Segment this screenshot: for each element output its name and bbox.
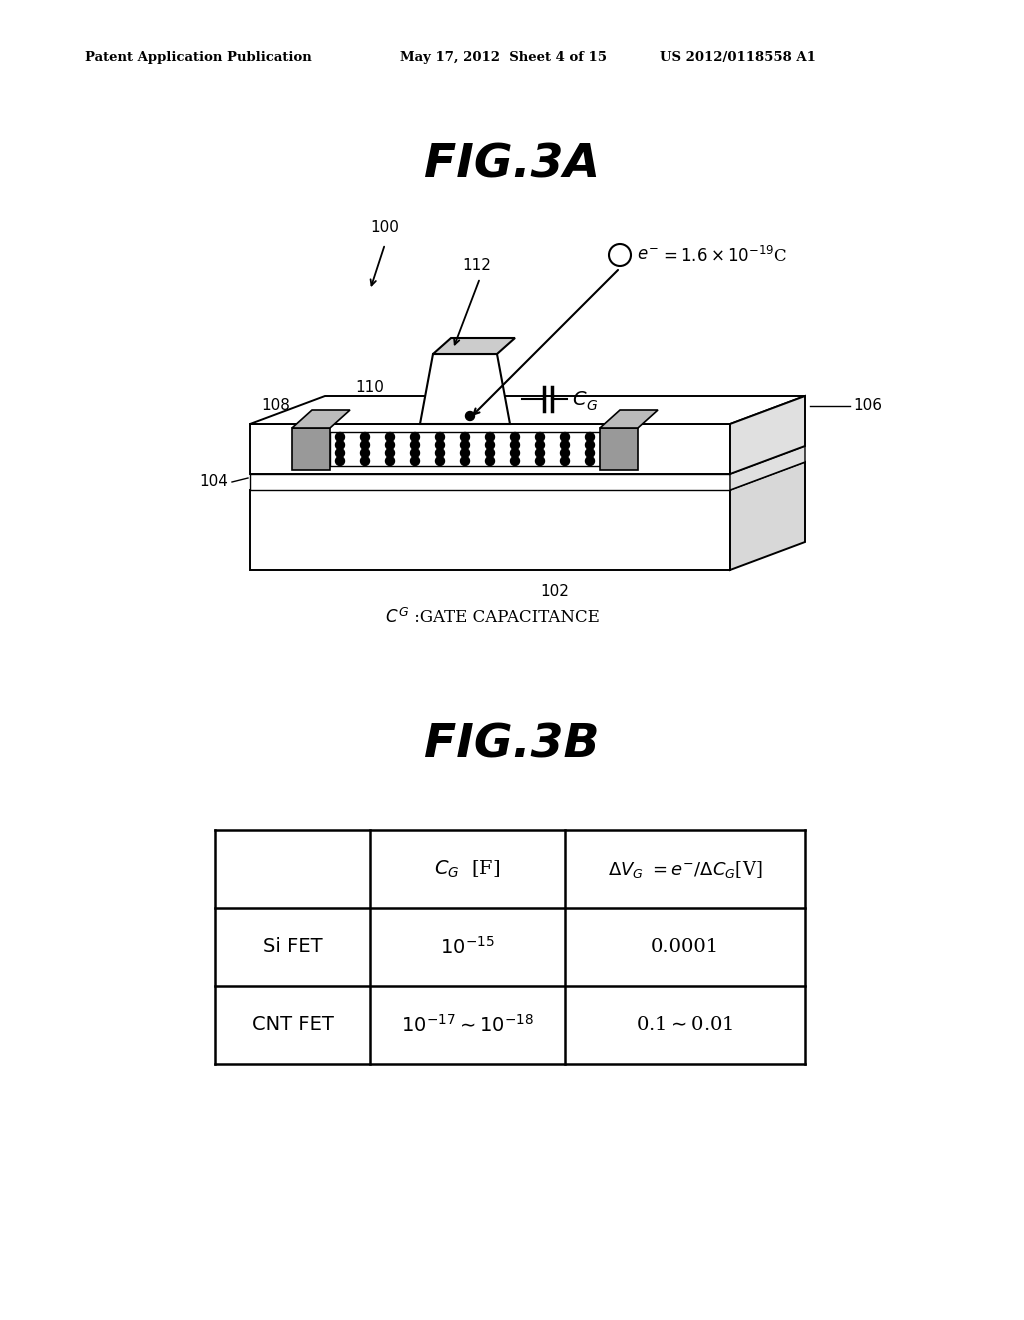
Circle shape: [360, 449, 370, 458]
Text: $G$: $G$: [586, 399, 598, 413]
Circle shape: [461, 457, 469, 466]
Text: FIG.3B: FIG.3B: [424, 722, 600, 767]
Text: CNT FET: CNT FET: [252, 1015, 334, 1035]
Circle shape: [485, 433, 495, 441]
Text: May 17, 2012  Sheet 4 of 15: May 17, 2012 Sheet 4 of 15: [400, 51, 607, 65]
Text: 0.1$\sim$0.01: 0.1$\sim$0.01: [636, 1016, 734, 1034]
Circle shape: [536, 449, 545, 458]
Polygon shape: [250, 490, 730, 570]
Circle shape: [461, 441, 469, 450]
Polygon shape: [730, 446, 805, 490]
Text: $G$: $G$: [398, 606, 409, 619]
Circle shape: [336, 449, 344, 458]
Circle shape: [586, 449, 595, 458]
Circle shape: [511, 433, 519, 441]
Text: $e^{-}$: $e^{-}$: [637, 248, 658, 264]
Circle shape: [336, 433, 344, 441]
Circle shape: [336, 441, 344, 450]
Polygon shape: [600, 428, 638, 470]
Circle shape: [385, 433, 394, 441]
Text: $=1.6\times10^{-19}$C: $=1.6\times10^{-19}$C: [660, 246, 787, 267]
Circle shape: [560, 449, 569, 458]
Polygon shape: [600, 411, 658, 428]
Circle shape: [411, 457, 420, 466]
Circle shape: [485, 441, 495, 450]
Text: 106: 106: [853, 399, 882, 413]
Text: Patent Application Publication: Patent Application Publication: [85, 51, 311, 65]
Circle shape: [511, 449, 519, 458]
Text: US 2012/0118558 A1: US 2012/0118558 A1: [660, 51, 816, 65]
Polygon shape: [292, 411, 350, 428]
Text: FIG.3A: FIG.3A: [424, 143, 600, 187]
Circle shape: [560, 457, 569, 466]
Polygon shape: [433, 338, 515, 354]
Circle shape: [385, 457, 394, 466]
Circle shape: [385, 449, 394, 458]
Circle shape: [435, 449, 444, 458]
Circle shape: [560, 433, 569, 441]
Circle shape: [466, 412, 474, 421]
Polygon shape: [250, 446, 805, 474]
Polygon shape: [250, 474, 730, 490]
Text: 100: 100: [371, 220, 399, 235]
Circle shape: [360, 457, 370, 466]
Text: $10^{-15}$: $10^{-15}$: [440, 936, 495, 958]
Circle shape: [485, 449, 495, 458]
Circle shape: [536, 441, 545, 450]
Circle shape: [336, 457, 344, 466]
Circle shape: [560, 441, 569, 450]
Circle shape: [485, 457, 495, 466]
Circle shape: [586, 457, 595, 466]
Polygon shape: [292, 428, 330, 470]
Text: $C$: $C$: [385, 610, 398, 627]
Circle shape: [411, 433, 420, 441]
Circle shape: [360, 441, 370, 450]
Circle shape: [461, 433, 469, 441]
Text: 112: 112: [463, 257, 492, 272]
Circle shape: [360, 433, 370, 441]
Text: 102: 102: [541, 585, 569, 599]
Circle shape: [586, 441, 595, 450]
Text: 0.0001: 0.0001: [651, 939, 719, 956]
Polygon shape: [730, 462, 805, 570]
Text: 104: 104: [199, 474, 228, 490]
Circle shape: [411, 449, 420, 458]
Circle shape: [385, 441, 394, 450]
Text: 108: 108: [261, 397, 291, 412]
Text: 110: 110: [355, 380, 384, 396]
Polygon shape: [250, 396, 805, 424]
Polygon shape: [420, 354, 510, 424]
Text: $\Delta V_{G}\ =e^{-}/\Delta C_{G}$[V]: $\Delta V_{G}\ =e^{-}/\Delta C_{G}$[V]: [608, 858, 762, 879]
Text: Si FET: Si FET: [263, 937, 323, 957]
Polygon shape: [730, 396, 805, 474]
Circle shape: [536, 433, 545, 441]
Circle shape: [435, 457, 444, 466]
Circle shape: [511, 457, 519, 466]
Text: $C_{G}$  [F]: $C_{G}$ [F]: [434, 858, 501, 879]
Text: $C$: $C$: [572, 391, 588, 409]
Text: $10^{-17}{\sim}10^{-18}$: $10^{-17}{\sim}10^{-18}$: [401, 1014, 535, 1036]
Circle shape: [586, 433, 595, 441]
Polygon shape: [250, 424, 730, 474]
Circle shape: [461, 449, 469, 458]
Circle shape: [511, 441, 519, 450]
Circle shape: [435, 433, 444, 441]
Text: :GATE CAPACITANCE: :GATE CAPACITANCE: [409, 610, 600, 627]
Circle shape: [411, 441, 420, 450]
Circle shape: [435, 441, 444, 450]
Circle shape: [536, 457, 545, 466]
Polygon shape: [330, 432, 600, 466]
Polygon shape: [250, 462, 805, 490]
